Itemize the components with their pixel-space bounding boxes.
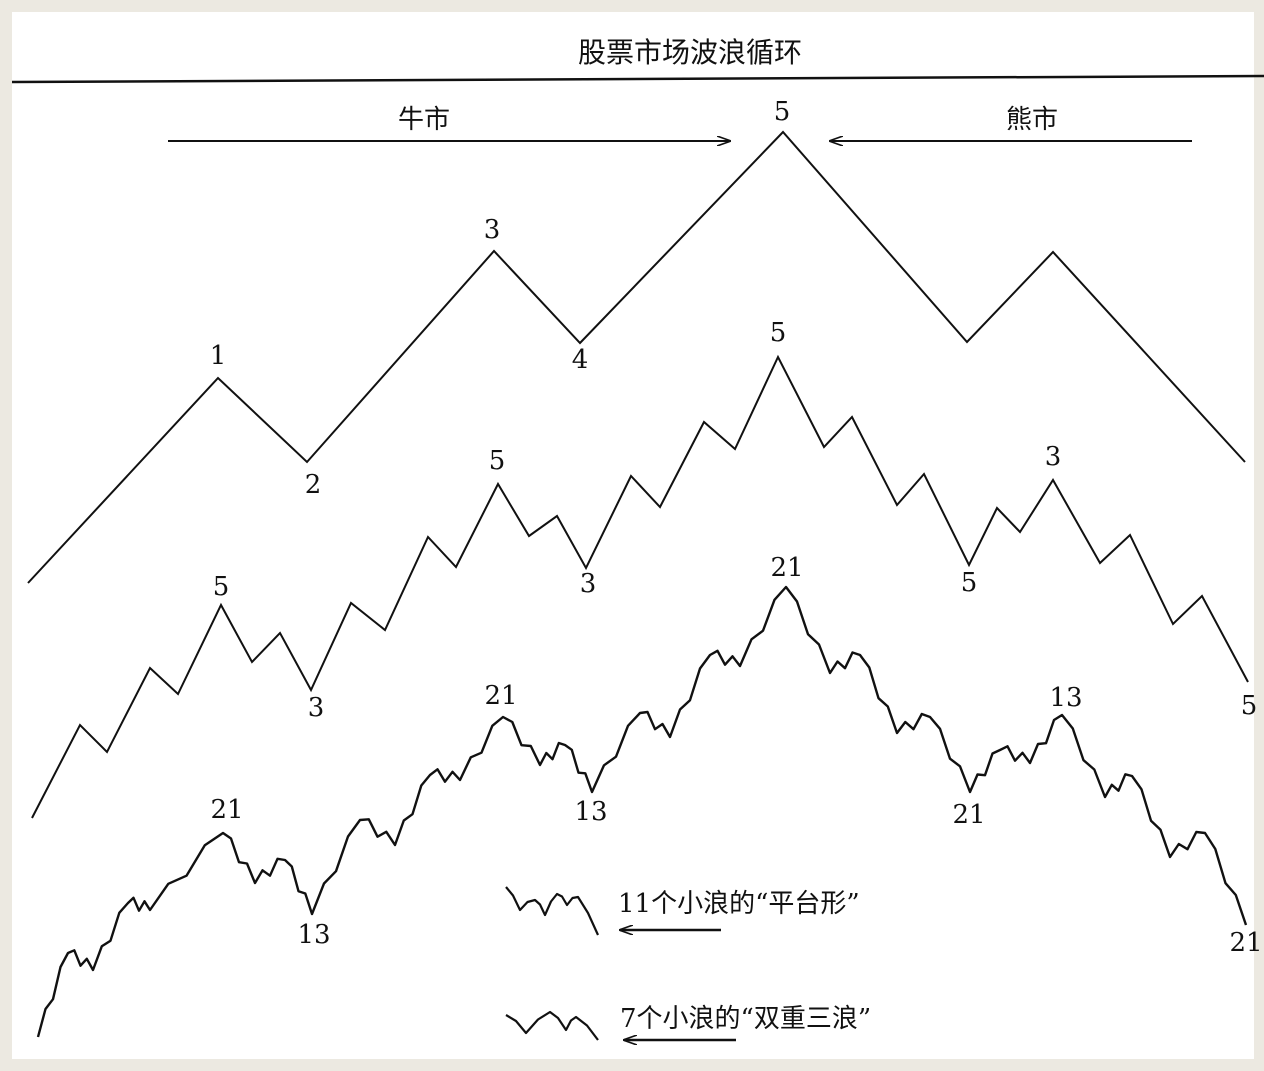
wave-label-top-1: 1: [210, 341, 227, 371]
wave-label-mid-5e: 5: [1241, 691, 1258, 721]
minor-wave-line: [36, 585, 1248, 1038]
wave-label-bot-21e: 21: [1229, 928, 1262, 958]
wave-label-top-2: 2: [305, 470, 322, 500]
wave-label-bot-21d: 21: [952, 800, 985, 830]
wave-label-bot-13a: 13: [297, 920, 330, 950]
flat-pattern-icon: [505, 886, 600, 936]
wave-label-bot-13c: 13: [1049, 683, 1082, 713]
wave-label-top-5: 5: [774, 97, 791, 127]
wave-label-mid-3a: 3: [308, 693, 325, 723]
wave-label-bot-21a: 21: [210, 795, 243, 825]
bear-market-label: 熊市: [1006, 105, 1058, 135]
wave-label-mid-5d: 5: [961, 568, 978, 598]
legend-double-three-label: 7个小浪的“双重三浪”: [620, 1004, 871, 1034]
intermediate-wave-line: [31, 354, 1249, 819]
diagram-frame: [12, 12, 1254, 1059]
bull-market-label: 牛市: [398, 105, 450, 135]
wave-label-bot-21c: 21: [770, 553, 803, 583]
title-divider: [11, 74, 1264, 84]
wave-label-bot-13b: 13: [574, 797, 607, 827]
diagram-title: 股票市场波浪循环: [578, 36, 802, 69]
wave-label-top-4: 4: [572, 345, 589, 375]
wave-label-mid-3b: 3: [580, 569, 597, 599]
wave-label-bot-21b: 21: [484, 681, 517, 711]
wave-label-mid-5c: 5: [770, 318, 787, 348]
wave-label-mid-3c: 3: [1045, 442, 1062, 472]
wave-label-mid-5b: 5: [489, 446, 506, 476]
primary-wave-line: [27, 130, 1246, 584]
legend-flat-label: 11个小浪的“平台形”: [618, 889, 860, 919]
double-three-pattern-icon: [505, 1010, 599, 1041]
wave-label-mid-5a: 5: [213, 572, 230, 602]
wave-label-top-3: 3: [484, 215, 501, 245]
